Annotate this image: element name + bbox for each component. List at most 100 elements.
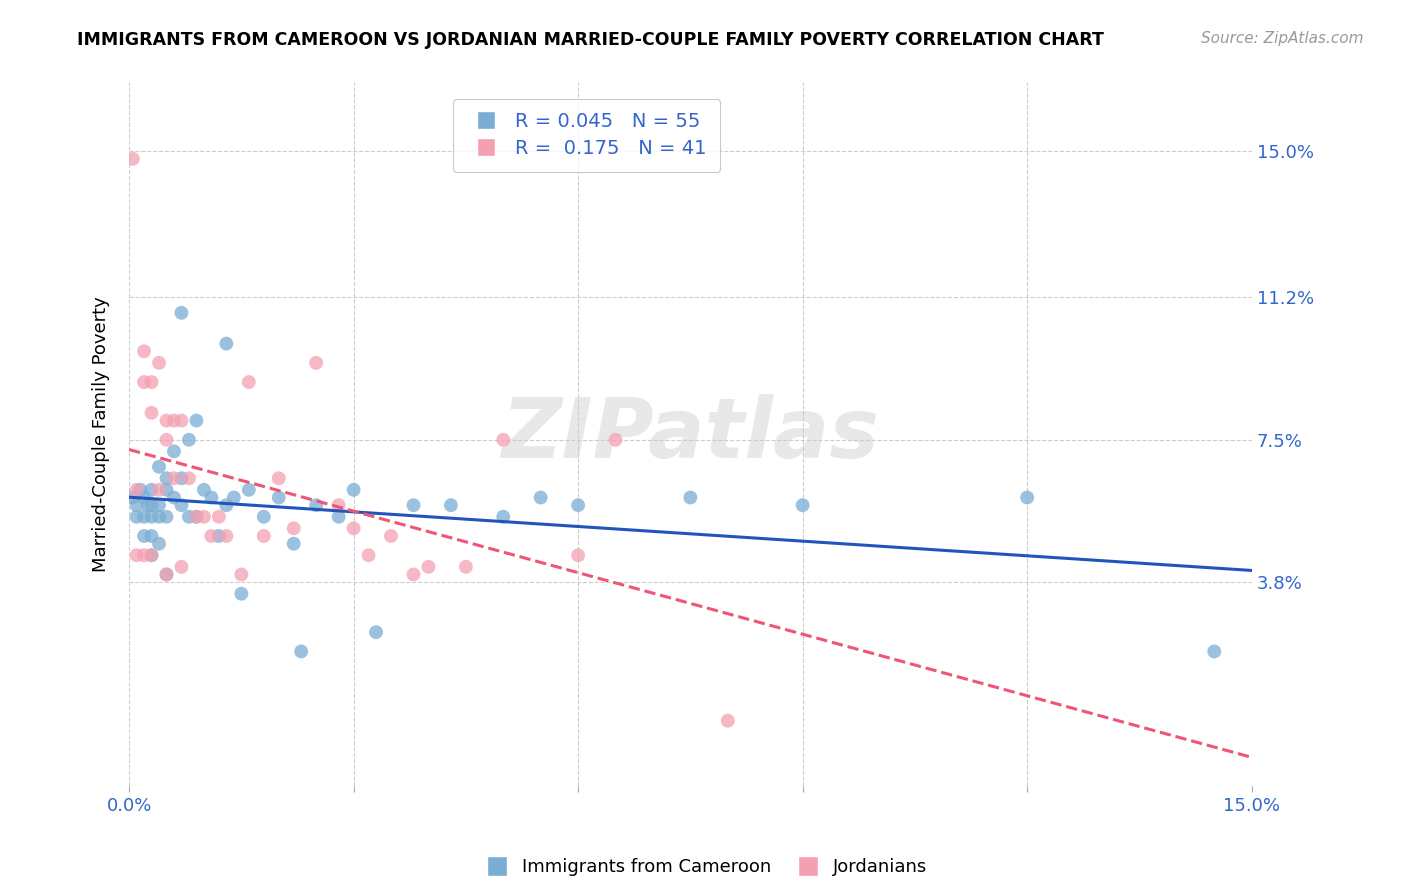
Point: [357, 548, 380, 562]
Point: [125, 509, 148, 524]
Point: [177, 471, 200, 485]
Point: [186, 413, 208, 427]
Point: [141, 375, 163, 389]
Point: [186, 509, 208, 524]
Point: [163, 444, 186, 458]
Point: [125, 548, 148, 562]
Point: [136, 498, 159, 512]
Point: [231, 587, 253, 601]
Point: [402, 567, 425, 582]
Point: [141, 548, 163, 562]
Point: [328, 509, 350, 524]
Point: [492, 433, 515, 447]
Point: [231, 567, 253, 582]
Point: [364, 625, 387, 640]
Point: [186, 509, 208, 524]
Point: [215, 336, 238, 351]
Point: [141, 498, 163, 512]
Point: [253, 509, 276, 524]
Point: [155, 413, 177, 427]
Point: [418, 559, 440, 574]
Legend: R = 0.045   N = 55, R =  0.175   N = 41: R = 0.045 N = 55, R = 0.175 N = 41: [453, 99, 720, 171]
Point: [440, 498, 463, 512]
Point: [200, 491, 222, 505]
Point: [215, 498, 238, 512]
Point: [342, 483, 364, 497]
Point: [141, 406, 163, 420]
Point: [170, 306, 193, 320]
Point: [148, 356, 170, 370]
Legend: Immigrants from Cameroon, Jordanians: Immigrants from Cameroon, Jordanians: [479, 858, 927, 876]
Point: [132, 375, 155, 389]
Point: [141, 529, 163, 543]
Point: [163, 413, 186, 427]
Point: [141, 483, 163, 497]
Point: [605, 433, 627, 447]
Point: [717, 714, 740, 728]
Point: [170, 413, 193, 427]
Point: [238, 375, 260, 389]
Point: [305, 498, 328, 512]
Point: [155, 509, 177, 524]
Text: Source: ZipAtlas.com: Source: ZipAtlas.com: [1201, 31, 1364, 46]
Point: [380, 529, 402, 543]
Point: [200, 529, 222, 543]
Point: [177, 433, 200, 447]
Point: [253, 529, 276, 543]
Point: [283, 537, 305, 551]
Point: [267, 491, 290, 505]
Point: [492, 509, 515, 524]
Point: [132, 509, 155, 524]
Point: [170, 471, 193, 485]
Text: IMMIGRANTS FROM CAMEROON VS JORDANIAN MARRIED-COUPLE FAMILY POVERTY CORRELATION : IMMIGRANTS FROM CAMEROON VS JORDANIAN MA…: [77, 31, 1104, 49]
Point: [193, 483, 215, 497]
Point: [267, 471, 290, 485]
Point: [1017, 491, 1039, 505]
Point: [328, 498, 350, 512]
Point: [132, 548, 155, 562]
Point: [342, 521, 364, 535]
Point: [155, 483, 177, 497]
Text: ZIPatlas: ZIPatlas: [502, 393, 879, 475]
Point: [679, 491, 702, 505]
Point: [125, 483, 148, 497]
Point: [121, 491, 143, 505]
Point: [141, 548, 163, 562]
Point: [208, 509, 231, 524]
Point: [530, 491, 553, 505]
Point: [177, 509, 200, 524]
Point: [454, 559, 477, 574]
Point: [193, 509, 215, 524]
Point: [155, 471, 177, 485]
Point: [125, 498, 148, 512]
Point: [1204, 644, 1226, 658]
Point: [283, 521, 305, 535]
Point: [129, 483, 152, 497]
Point: [155, 567, 177, 582]
Point: [132, 491, 155, 505]
Point: [132, 529, 155, 543]
Point: [163, 491, 186, 505]
Point: [148, 498, 170, 512]
Point: [132, 344, 155, 359]
Point: [402, 498, 425, 512]
Y-axis label: Married-Couple Family Poverty: Married-Couple Family Poverty: [93, 296, 110, 572]
Point: [290, 644, 312, 658]
Point: [170, 559, 193, 574]
Point: [792, 498, 814, 512]
Point: [148, 483, 170, 497]
Point: [121, 152, 143, 166]
Point: [141, 509, 163, 524]
Point: [148, 509, 170, 524]
Point: [222, 491, 245, 505]
Point: [305, 356, 328, 370]
Point: [215, 529, 238, 543]
Point: [170, 498, 193, 512]
Point: [238, 483, 260, 497]
Point: [148, 459, 170, 474]
Point: [567, 498, 589, 512]
Point: [163, 471, 186, 485]
Point: [208, 529, 231, 543]
Point: [155, 433, 177, 447]
Point: [155, 567, 177, 582]
